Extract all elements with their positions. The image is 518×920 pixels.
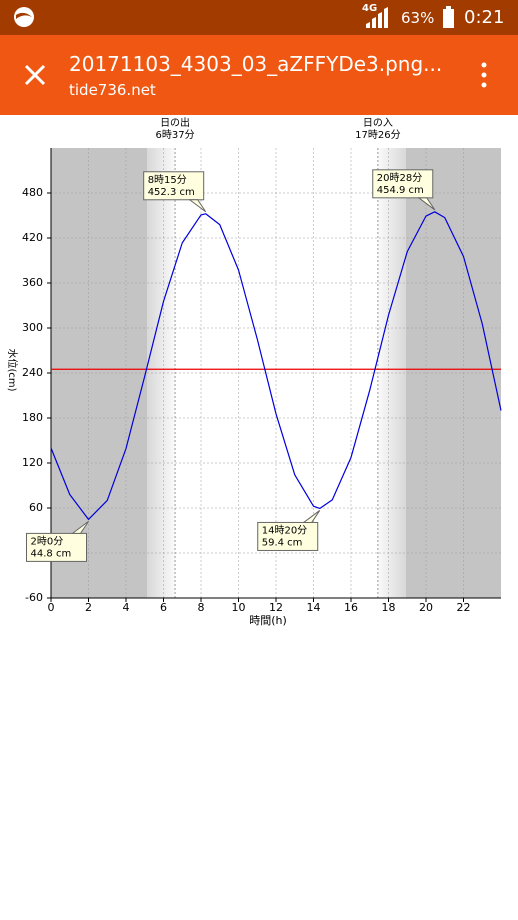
callout-box: [372, 169, 434, 199]
x-tick-label: 2: [85, 601, 92, 614]
callout-label: 44.8 cm: [31, 548, 72, 559]
y-tick-label: 120: [22, 456, 43, 469]
x-tick-label: 22: [457, 601, 471, 614]
callout-box: [26, 532, 87, 562]
x-tick-label: 8: [198, 601, 205, 614]
callout-label: 14時20分: [262, 524, 307, 536]
x-tick-label: 10: [232, 601, 246, 614]
callout-label: 8時15分: [148, 174, 187, 186]
status-icons: [14, 6, 454, 28]
y-tick-label: 420: [22, 231, 43, 244]
y-tick-label: 60: [29, 501, 43, 514]
x-tick-label: 14: [307, 601, 321, 614]
y-tick-label: -60: [25, 591, 43, 604]
battery-tip: [446, 6, 451, 9]
x-tick-label: 0: [48, 601, 55, 614]
y-axis-label: 水位(cm): [6, 348, 19, 391]
battery-icon: [443, 9, 454, 28]
signal-icon: [366, 7, 388, 28]
battery-level: 63%: [401, 9, 435, 27]
x-tick-label: 4: [123, 601, 130, 614]
menu-button[interactable]: [474, 55, 494, 95]
app-bar: 20171103_4303_03_aZFFYDe3.png... tide736…: [0, 35, 518, 115]
y-tick-label: 300: [22, 321, 43, 334]
callout-label: 452.3 cm: [148, 187, 195, 198]
x-axis-label: 時間(h): [249, 614, 287, 627]
sun-label: 日の入: [363, 118, 393, 129]
status-bar: 4G 63% 0:21: [0, 0, 518, 35]
file-title: 20171103_4303_03_aZFFYDe3.png...: [69, 52, 443, 76]
tide-line: [50, 211, 502, 520]
x-tick-label: 20: [419, 601, 433, 614]
sun-label: 17時26分: [355, 129, 400, 141]
y-tick-label: 360: [22, 276, 43, 289]
y-tick-label: 180: [22, 411, 43, 424]
callout-label: 454.9 cm: [377, 185, 424, 196]
callout-label: 2時0分: [31, 535, 64, 547]
x-tick-label: 16: [344, 601, 358, 614]
x-tick-label: 12: [269, 601, 283, 614]
sun-label: 日の出: [160, 116, 190, 129]
x-tick-label: 6: [160, 601, 167, 614]
close-button[interactable]: [15, 55, 55, 95]
callout-pointer: [302, 510, 321, 523]
callout-box: [143, 171, 205, 201]
app-icon-swirl: [16, 12, 32, 19]
sun-label: 6時37分: [156, 129, 195, 141]
network-type: 4G: [362, 3, 378, 14]
x-tick-label: 18: [382, 601, 396, 614]
y-tick-label: 240: [22, 366, 43, 379]
callout-box: [257, 521, 319, 551]
callout-label: 20時28分: [377, 172, 422, 184]
site-url: tide736.net: [69, 81, 156, 99]
app-icon: [14, 7, 34, 27]
callout-pointer: [71, 521, 89, 534]
callout-pointer: [417, 197, 436, 211]
callout-label: 59.4 cm: [262, 537, 303, 548]
callout-pointer: [188, 199, 207, 213]
y-tick-label: 480: [22, 186, 43, 199]
clock: 0:21: [464, 7, 505, 28]
